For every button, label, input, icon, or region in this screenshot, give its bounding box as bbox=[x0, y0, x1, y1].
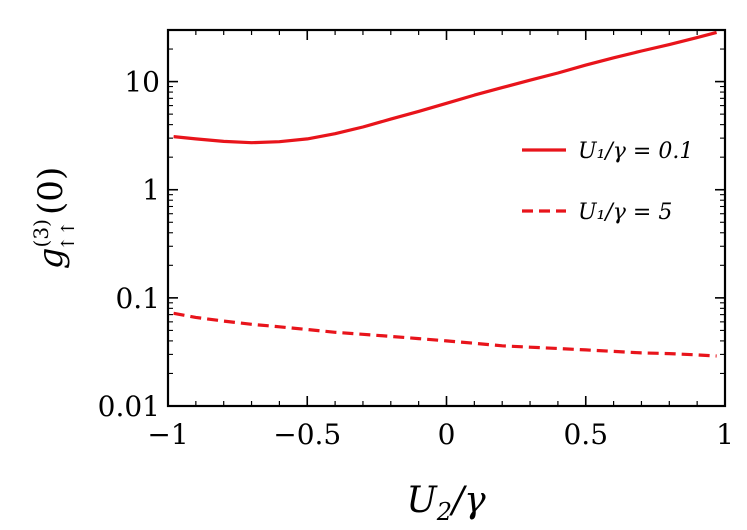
y-tick-label: 1 bbox=[142, 174, 160, 207]
y-tick-label: 10 bbox=[124, 66, 160, 99]
x-axis-label: U2/γ bbox=[406, 480, 486, 526]
x-tick-label: 0 bbox=[438, 418, 456, 451]
legend: U₁/γ = 0.1 U₁/γ = 5 bbox=[522, 139, 693, 225]
tick-labels-layer: −1 −0.5 0 0.5 1 0.01 0.1 1 10 bbox=[98, 66, 734, 451]
series-line-1 bbox=[173, 30, 718, 145]
x-tick-label: 0.5 bbox=[563, 418, 608, 451]
y-tick-label: 0.01 bbox=[98, 390, 160, 423]
x-tick-label: −1 bbox=[147, 418, 188, 451]
y-tick-label: 0.1 bbox=[115, 282, 160, 315]
svg-text:g(3)↑↑(0): g(3) ↑↑(0) bbox=[29, 167, 79, 269]
series-layer bbox=[173, 30, 718, 358]
y-axis-label: g(3) ↑↑(0) bbox=[29, 167, 79, 269]
legend-label-1: U₁/γ = 0.1 bbox=[578, 139, 693, 164]
x-tick-label: 1 bbox=[716, 418, 734, 451]
plot-frame bbox=[166, 28, 727, 408]
legend-label-2: U₁/γ = 5 bbox=[578, 200, 672, 225]
x-tick-label: −0.5 bbox=[273, 418, 341, 451]
series-line-2 bbox=[173, 311, 717, 358]
